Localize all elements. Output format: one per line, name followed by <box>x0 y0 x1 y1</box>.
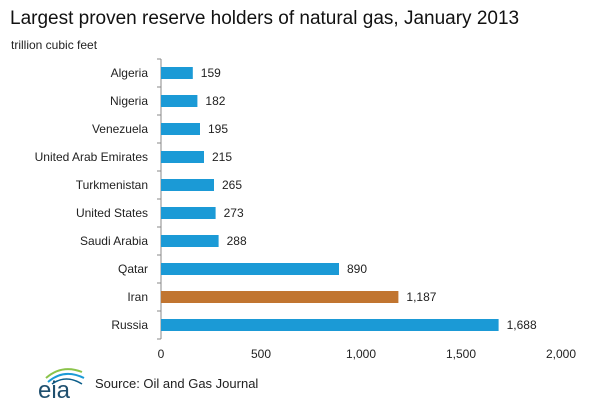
bar-venezuela <box>161 123 200 135</box>
eia-logo: eia <box>36 364 88 408</box>
bar-qatar <box>161 263 339 275</box>
x-tick-label: 500 <box>251 347 271 361</box>
bar-russia <box>161 319 499 331</box>
data-label: 195 <box>208 122 228 136</box>
category-label: Russia <box>111 318 148 332</box>
source-note: Source: Oil and Gas Journal <box>95 376 259 391</box>
data-label: 288 <box>227 234 247 248</box>
bar-turkmenistan <box>161 179 214 191</box>
category-label: United Arab Emirates <box>35 150 148 164</box>
svg-text:eia: eia <box>38 377 71 404</box>
data-label: 890 <box>347 262 367 276</box>
category-label: Venezuela <box>92 122 148 136</box>
chart-title: Largest proven reserve holders of natura… <box>10 8 520 29</box>
x-tick-label: 1,000 <box>346 347 376 361</box>
category-label: United States <box>76 206 148 220</box>
category-label: Nigeria <box>110 94 148 108</box>
category-label: Iran <box>127 290 148 304</box>
bar-united-states <box>161 207 216 219</box>
data-label: 182 <box>205 94 225 108</box>
data-label: 1,688 <box>507 318 537 332</box>
category-label: Qatar <box>118 262 148 276</box>
data-label: 1,187 <box>406 290 436 304</box>
x-tick-label: 1,500 <box>446 347 476 361</box>
x-tick-label: 2,000 <box>546 347 576 361</box>
unit-label: trillion cubic feet <box>11 38 98 52</box>
data-label: 265 <box>222 178 242 192</box>
category-label: Algeria <box>111 66 149 80</box>
data-label: 159 <box>201 66 221 80</box>
bar-iran <box>161 291 399 303</box>
bar-united-arab-emirates <box>161 151 204 163</box>
x-tick-label: 0 <box>158 347 165 361</box>
category-label: Saudi Arabia <box>80 234 148 248</box>
bar-saudi-arabia <box>161 235 219 247</box>
bar-nigeria <box>161 95 198 107</box>
category-label: Turkmenistan <box>76 178 148 192</box>
bar-algeria <box>161 67 193 79</box>
data-label: 273 <box>224 206 244 220</box>
data-label: 215 <box>212 150 232 164</box>
